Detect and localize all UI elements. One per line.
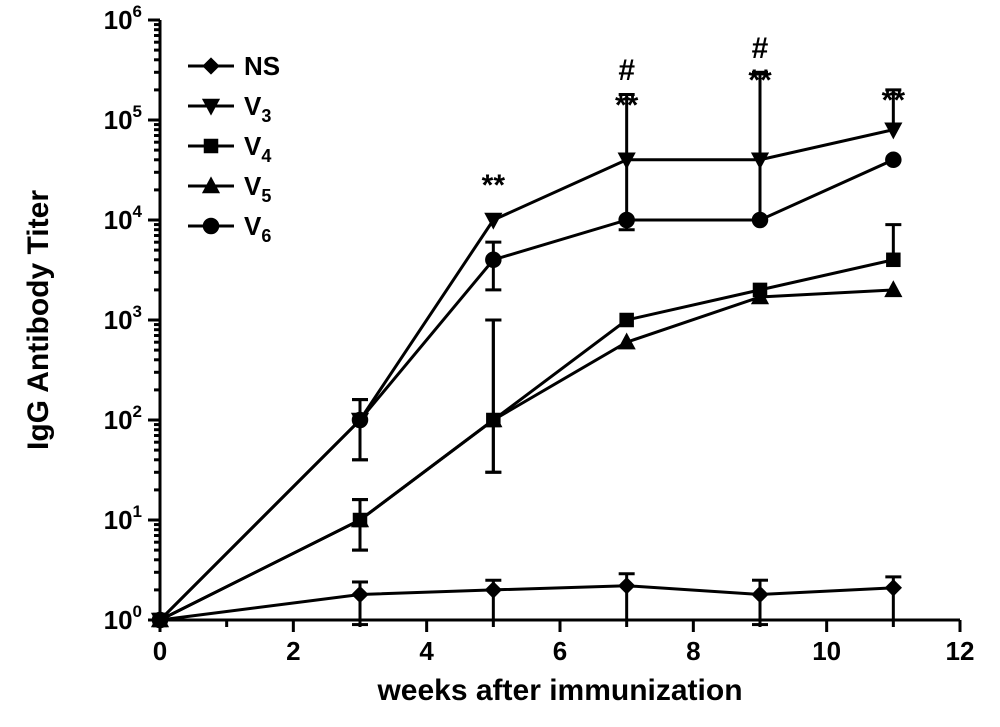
legend-label-V3: V3 (244, 91, 271, 126)
point-NS (753, 588, 767, 602)
point-V5 (620, 335, 634, 348)
significance-marker: ** (748, 64, 772, 97)
series-V6 (153, 153, 900, 627)
antibody-titer-chart: 0 2 4 6 8 10 12 weeks after immunization 100 101 1… (0, 0, 1000, 727)
significance-marker: # (618, 54, 635, 87)
point-V6 (486, 253, 500, 267)
point-NS (886, 581, 900, 595)
legend-label-V4: V4 (244, 131, 271, 166)
legend-marker-NS (204, 59, 218, 73)
point-V4 (621, 314, 633, 326)
point-V6 (753, 213, 767, 227)
significance-marker: ** (882, 84, 906, 117)
point-V6 (886, 153, 900, 167)
point-V3 (620, 154, 634, 167)
legend-marker-V6 (204, 219, 218, 233)
y-tick-label: 100 (104, 602, 142, 635)
point-V3 (753, 154, 767, 167)
y-tick-label: 101 (104, 502, 142, 535)
legend-label-NS: NS (244, 51, 280, 81)
significance-marker: ** (482, 169, 506, 202)
point-NS (620, 579, 634, 593)
significance-marker: ** (615, 89, 639, 122)
x-tick-label: 10 (812, 636, 841, 666)
y-tick-label: 104 (104, 202, 143, 235)
series-V5 (153, 283, 900, 626)
point-V5 (886, 283, 900, 296)
significance-marker: # (752, 32, 769, 65)
x-tick-label: 0 (153, 636, 167, 666)
legend-marker-V5 (204, 179, 218, 192)
legend-marker-V4 (205, 140, 217, 152)
point-V6 (620, 213, 634, 227)
legend-label-V6: V6 (244, 211, 271, 246)
point-V6 (353, 413, 367, 427)
point-V4 (887, 254, 899, 266)
x-tick-label: 12 (946, 636, 975, 666)
x-tick-label: 8 (686, 636, 700, 666)
point-NS (486, 583, 500, 597)
y-tick-label: 103 (104, 302, 142, 335)
y-axis-label: IgG Antibody Titer (22, 190, 55, 450)
legend: NS V3 V4 V5 V6 (188, 51, 280, 246)
point-V6 (153, 613, 167, 627)
x-tick-label: 6 (553, 636, 567, 666)
legend-label-V5: V5 (244, 171, 271, 206)
legend-marker-V3 (204, 100, 218, 113)
point-NS (353, 588, 367, 602)
x-tick-label: 2 (286, 636, 300, 666)
x-tick-label: 4 (419, 636, 434, 666)
y-tick-label: 105 (104, 102, 142, 135)
x-axis-label: weeks after immunization (376, 674, 742, 707)
point-V3 (886, 124, 900, 137)
y-tick-label: 102 (104, 402, 142, 435)
y-tick-label: 106 (104, 2, 142, 35)
